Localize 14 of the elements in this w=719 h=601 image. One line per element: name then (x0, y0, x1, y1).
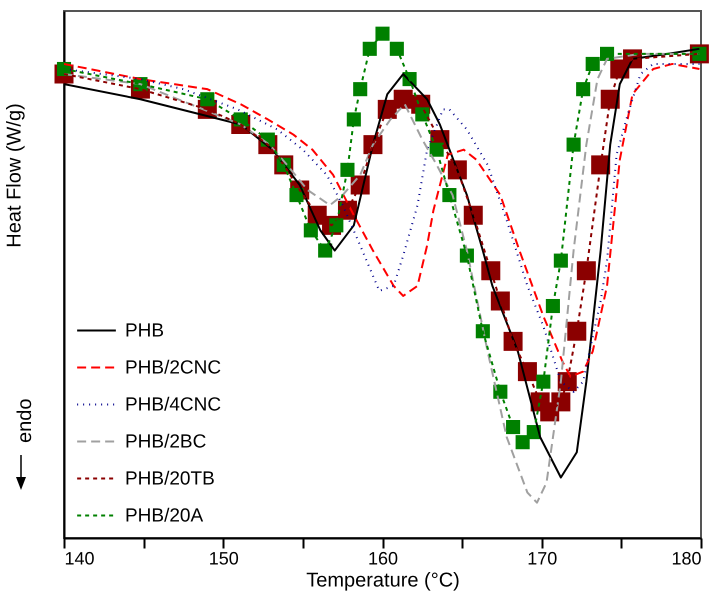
legend-label: PHB/4CNC (125, 394, 222, 416)
text: endo (14, 398, 37, 443)
x-tick-label: 150 (208, 548, 239, 568)
x-tick-label: 160 (368, 548, 398, 568)
legend-label: PHB/2CNC (125, 358, 222, 378)
legend-label: PHB (125, 320, 164, 342)
legend-label: PHB/20A (125, 506, 204, 526)
y-axis-title: Heat Flow (W/g) (4, 103, 26, 248)
x-tick-label: 180 (671, 548, 702, 568)
legend-label: PHB/20TB (125, 468, 215, 490)
x-tick-label: 170 (527, 548, 558, 568)
legend-label: PHB/2BC (125, 432, 206, 452)
x-axis-title: Temperature (°C) (306, 570, 460, 592)
x-tick-label: 140 (64, 548, 95, 568)
